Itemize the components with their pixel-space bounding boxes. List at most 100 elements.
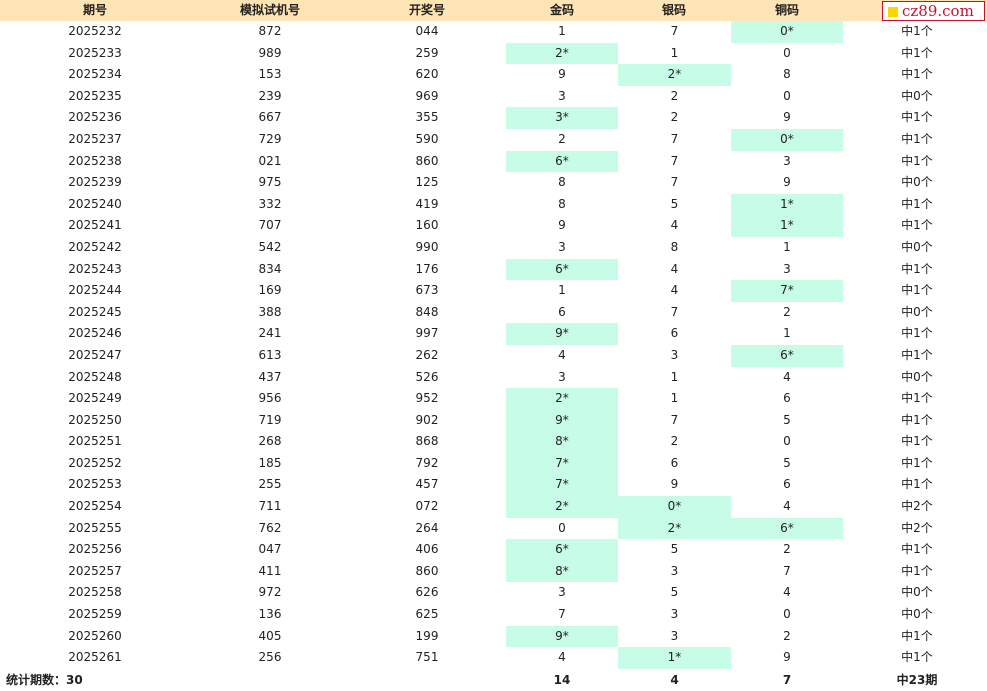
header-sim-number: 模拟试机号 (239, 3, 301, 17)
sim-cell: 542 (258, 239, 282, 254)
issue-cell: 2025251 (68, 434, 122, 449)
header-copper: 铜码 (774, 3, 800, 17)
table-header: 期号 模拟试机号 开奖号 金码 银码 铜码 cz89.com (0, 0, 987, 21)
issue-cell: 2025242 (68, 239, 122, 254)
table-footer: 统计期数：30 14 4 7 中23期 (0, 669, 987, 691)
table-row: 2025238 021 860 6* 7 3 中1个 (0, 150, 987, 173)
sim-cell: 711 (258, 499, 282, 514)
issue-cell: 2025254 (68, 499, 122, 514)
sim-cell: 707 (258, 218, 282, 233)
header-draw-number: 开奖号 (408, 3, 446, 17)
sim-cell: 241 (258, 326, 282, 341)
draw-cell: 673 (415, 283, 439, 298)
table-row: 2025250 719 902 9* 7 5 中1个 (0, 409, 987, 432)
gold-cell: 8* (506, 431, 618, 453)
silver-cell: 2* (618, 517, 731, 540)
result-cell: 中1个 (901, 110, 933, 125)
issue-cell: 2025244 (68, 283, 122, 298)
issue-cell: 2025253 (68, 477, 122, 492)
silver-cell: 7 (670, 412, 679, 427)
sim-cell: 047 (258, 542, 282, 557)
table-row: 2025252 185 792 7* 6 5 中1个 (0, 452, 987, 475)
copper-cell: 0* (731, 21, 843, 43)
gold-cell: 3 (558, 369, 566, 384)
logo-square-icon (888, 7, 898, 17)
silver-cell: 8 (670, 239, 679, 254)
sim-cell: 762 (258, 520, 282, 535)
silver-cell: 7 (670, 131, 679, 146)
copper-cell: 6* (731, 517, 843, 540)
footer-silver-total: 4 (670, 673, 679, 687)
table-row: 2025239 975 125 8 7 9 中0个 (0, 172, 987, 194)
silver-cell: 3 (670, 347, 679, 362)
result-cell: 中0个 (901, 239, 933, 254)
issue-cell: 2025243 (68, 261, 122, 276)
result-cell: 中1个 (901, 391, 933, 406)
silver-cell: 1 (670, 45, 679, 60)
issue-cell: 2025232 (68, 24, 122, 38)
copper-cell: 7* (731, 280, 843, 302)
table-row: 2025242 542 990 3 8 1 中0个 (0, 237, 987, 259)
table-row: 2025237 729 590 2 7 0* 中1个 (0, 128, 987, 151)
gold-cell: 9* (506, 323, 618, 345)
copper-cell: 6 (783, 477, 791, 492)
draw-cell: 072 (415, 499, 439, 514)
draw-cell: 264 (415, 520, 439, 535)
sim-cell: 405 (258, 628, 282, 643)
sim-cell: 169 (258, 283, 282, 298)
sim-cell: 729 (258, 131, 282, 146)
silver-cell: 1 (670, 369, 679, 384)
copper-cell: 2 (783, 628, 791, 643)
copper-cell: 0 (783, 45, 791, 60)
gold-cell: 2* (506, 42, 618, 65)
draw-cell: 751 (415, 650, 439, 665)
sim-cell: 388 (258, 304, 282, 319)
result-cell: 中0个 (901, 607, 933, 622)
table-row: 2025260 405 199 9* 3 2 中1个 (0, 625, 987, 648)
copper-cell: 0 (783, 607, 791, 622)
silver-cell: 5 (670, 585, 679, 600)
table-row: 2025236 667 355 3* 2 9 中1个 (0, 107, 987, 129)
result-cell: 中1个 (901, 131, 933, 146)
issue-cell: 2025259 (68, 607, 122, 622)
copper-cell: 4 (783, 369, 791, 384)
table-row: 2025232 872 044 1 7 0* 中1个 (0, 21, 987, 43)
draw-cell: 860 (415, 563, 439, 578)
table-row: 2025251 268 868 8* 2 0 中1个 (0, 431, 987, 453)
result-cell: 中2个 (901, 520, 933, 535)
site-logo[interactable]: cz89.com (882, 1, 985, 21)
table-row: 2025261 256 751 4 1* 9 中1个 (0, 647, 987, 669)
gold-cell: 0 (558, 520, 566, 535)
sim-cell: 872 (258, 24, 282, 38)
silver-cell: 1 (670, 391, 679, 406)
sim-cell: 153 (258, 67, 282, 82)
gold-cell: 8 (558, 196, 566, 211)
copper-cell: 9 (783, 175, 791, 190)
issue-cell: 2025258 (68, 585, 122, 600)
copper-cell: 1 (783, 326, 791, 341)
gold-cell: 1 (558, 24, 566, 38)
silver-cell: 4 (670, 261, 679, 276)
result-cell: 中1个 (901, 45, 933, 60)
copper-cell: 5 (783, 455, 791, 470)
result-cell: 中1个 (901, 650, 933, 665)
header-issue: 期号 (82, 3, 108, 17)
copper-cell: 1* (731, 215, 843, 237)
silver-cell: 9 (670, 477, 679, 492)
result-cell: 中1个 (901, 477, 933, 492)
sim-cell: 239 (258, 88, 282, 103)
copper-cell: 2 (783, 542, 791, 557)
silver-cell: 4 (670, 283, 679, 298)
table-row: 2025256 047 406 6* 5 2 中1个 (0, 539, 987, 561)
draw-cell: 860 (415, 153, 439, 168)
draw-cell: 406 (415, 542, 439, 557)
gold-cell: 2* (506, 388, 618, 410)
result-cell: 中1个 (901, 434, 933, 449)
sim-cell: 411 (258, 563, 282, 578)
copper-cell: 6 (783, 391, 791, 406)
issue-cell: 2025235 (68, 88, 122, 103)
logo-text: cz89.com (902, 2, 974, 20)
sim-cell: 613 (258, 347, 282, 362)
issue-cell: 2025247 (68, 347, 122, 362)
silver-cell: 7 (670, 304, 679, 319)
